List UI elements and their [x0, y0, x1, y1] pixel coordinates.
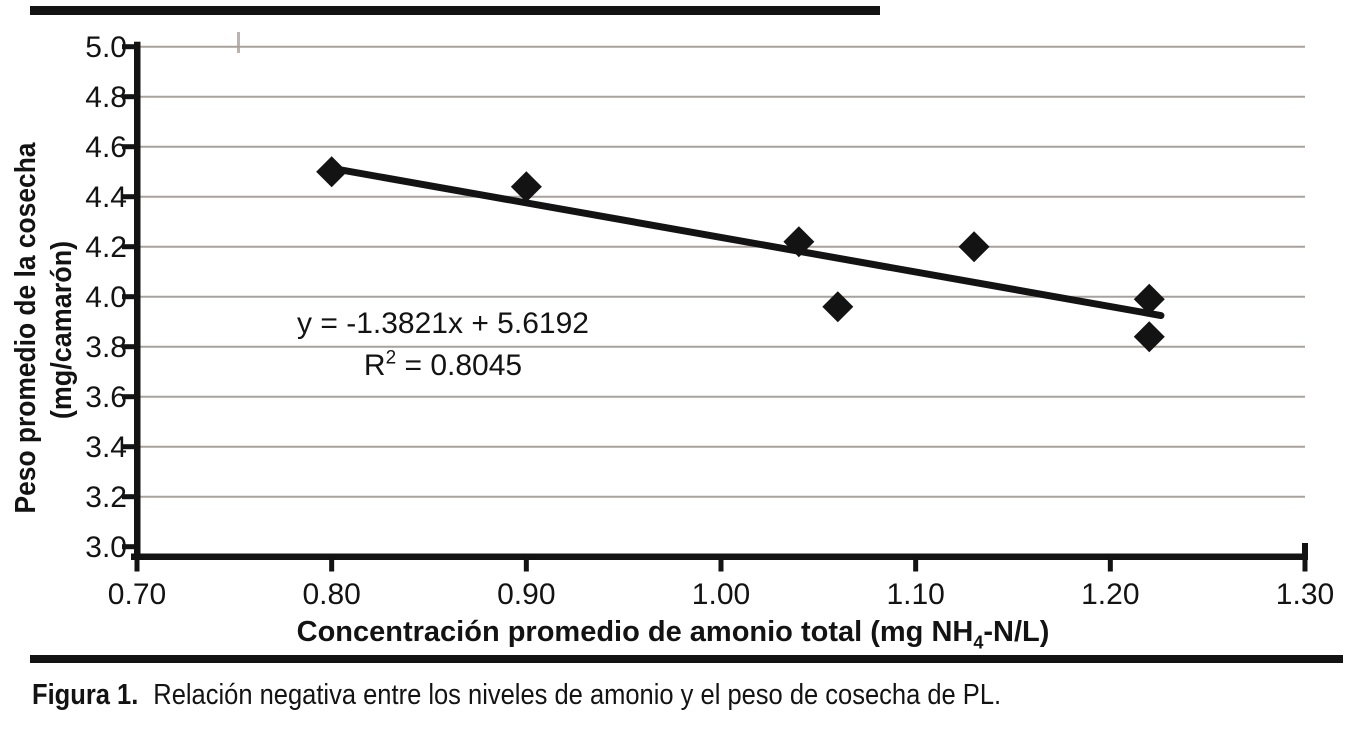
data-point — [316, 156, 348, 188]
x-tick-label: 1.00 — [692, 578, 750, 611]
x-tick — [1302, 553, 1308, 572]
r-squared-label: R2 = 0.8045 — [364, 348, 522, 382]
figure-caption: Figura 1. Relación negativa entre los ni… — [32, 677, 1001, 710]
y-axis-title: Peso promedio de la cosecha — [9, 142, 41, 514]
y-tick-label: 3.4 — [85, 431, 127, 464]
y-tick — [122, 394, 137, 400]
y-tick — [122, 444, 137, 450]
y-tick-label: 4.0 — [85, 281, 127, 314]
y-axis-title-units: (mg/camarón) — [45, 241, 77, 419]
data-point — [1133, 321, 1165, 353]
trend-line — [326, 164, 1165, 320]
trendline-equation: y = -1.3821x + 5.6192 — [297, 307, 589, 340]
data-point — [822, 291, 854, 323]
y-tick — [122, 194, 137, 200]
data-point — [510, 171, 542, 203]
y-tick — [122, 244, 137, 250]
x-tick — [134, 553, 140, 572]
y-tick-label: 3.6 — [85, 381, 127, 414]
x-tick — [718, 553, 724, 572]
x-tick-label: 0.70 — [108, 578, 166, 611]
bottom-rule — [30, 655, 1343, 663]
y-tick — [122, 494, 137, 500]
y-tick-label: 5.0 — [85, 31, 127, 64]
data-point — [958, 231, 990, 263]
x-tick — [913, 553, 919, 572]
x-tick — [1107, 553, 1113, 572]
y-tick — [122, 544, 137, 550]
y-tick — [122, 344, 137, 350]
x-tick — [523, 553, 529, 572]
print-artifact — [237, 32, 240, 53]
caption-label: Figura 1. — [32, 677, 138, 710]
plot-area: 3.0 3.2 3.4 3.6 3.8 4.0 4.2 4.4 4.6 4.8 5.0 0.70 0.8… — [9, 31, 1334, 652]
caption-text: Relación negativa entre los niveles de a… — [153, 677, 1001, 710]
y-axis — [134, 41, 141, 560]
top-rule — [30, 6, 880, 15]
x-tick-label: 1.20 — [1081, 578, 1139, 611]
y-tick — [122, 94, 137, 100]
y-tick-label: 3.2 — [85, 481, 127, 514]
x-tick-label: 1.30 — [1276, 578, 1334, 611]
y-tick-label: 4.8 — [85, 81, 127, 114]
x-tick — [329, 553, 335, 572]
y-tick — [122, 44, 137, 50]
y-tick-label: 3.0 — [85, 531, 127, 564]
y-tick — [122, 294, 137, 300]
y-tick — [122, 144, 137, 150]
y-tick-label: 4.2 — [85, 231, 127, 264]
x-tick-label: 0.80 — [302, 578, 360, 611]
y-tick-label: 4.4 — [85, 181, 127, 214]
x-tick-label: 0.90 — [497, 578, 555, 611]
y-tick-label: 4.6 — [85, 131, 127, 164]
data-point — [1133, 283, 1165, 315]
y-tick-label: 3.8 — [85, 331, 127, 364]
x-axis-title: Concentración promedio de amonio total (… — [297, 616, 1050, 653]
data-point — [783, 226, 815, 258]
x-axis-end-tick — [1302, 543, 1308, 555]
x-tick-label: 1.10 — [886, 578, 944, 611]
